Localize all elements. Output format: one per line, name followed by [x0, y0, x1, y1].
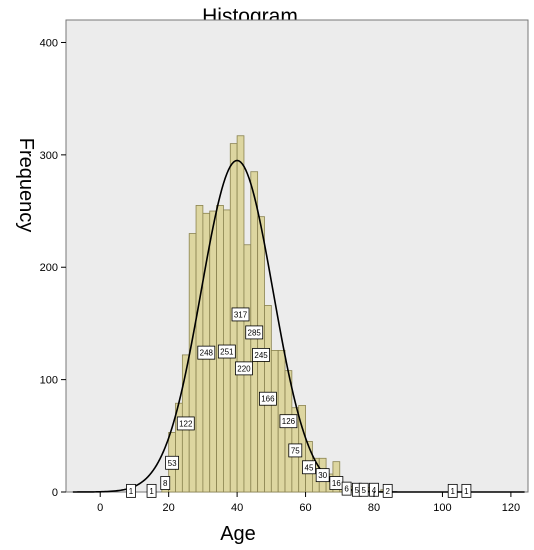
data-label-text: 1 [129, 487, 134, 496]
data-label-box [176, 416, 195, 431]
data-label-21: 2 [382, 483, 393, 498]
x-tick-label: 100 [433, 502, 451, 514]
y-tick-label: 300 [40, 150, 58, 162]
data-label-5: 248 [197, 345, 216, 360]
data-label-text: 45 [305, 463, 314, 472]
data-label-text: 75 [291, 446, 300, 455]
data-label-text: 248 [200, 349, 214, 358]
data-label-box [217, 344, 236, 359]
data-label-text: 30 [318, 471, 327, 480]
data-label-15: 30 [315, 468, 330, 483]
y-tick-label: 200 [40, 262, 58, 274]
data-label-box [252, 347, 270, 362]
data-label-box [279, 414, 298, 429]
data-label-box [341, 481, 352, 496]
histogram-bar-6 [188, 233, 197, 493]
data-label-text: 16 [332, 479, 341, 488]
data-label-text: 251 [220, 348, 234, 357]
data-label-box [231, 307, 250, 322]
data-label-text: 317 [234, 310, 248, 319]
data-label-box [235, 361, 253, 376]
data-label-text: 245 [254, 351, 268, 360]
data-label-text: 5 [362, 486, 367, 495]
data-label-box [146, 483, 157, 498]
data-label-box [447, 483, 458, 498]
y-tick-label: 100 [40, 375, 58, 387]
data-label-7: 317 [231, 307, 250, 322]
histogram-bar-4 [175, 402, 183, 493]
data-label-text: 1 [464, 487, 469, 496]
x-tick-label: 40 [231, 502, 243, 514]
data-label-box [358, 482, 369, 497]
data-label-19: 5 [358, 482, 369, 497]
histogram-bar-20 [284, 370, 293, 493]
data-label-2: 8 [160, 476, 171, 490]
data-label-9: 285 [245, 325, 264, 340]
data-label-text: 126 [282, 417, 296, 426]
data-label-10: 245 [252, 347, 270, 362]
x-axis-label: Age [220, 523, 256, 545]
data-label-text: 285 [248, 328, 262, 337]
data-label-text: 1 [149, 487, 154, 496]
data-label-4: 122 [176, 416, 195, 431]
x-tick-label: 60 [299, 502, 311, 514]
data-label-box [165, 455, 179, 470]
data-label-16: 16 [329, 476, 344, 490]
data-label-8: 220 [235, 361, 253, 376]
x-tick-label: 0 [97, 502, 103, 514]
data-label-22: 1 [447, 483, 458, 498]
data-label-11: 166 [259, 391, 277, 406]
histogram-bar-18 [270, 349, 279, 493]
data-label-0: 1 [126, 483, 136, 498]
data-label-box [315, 468, 330, 483]
x-tick-label: 120 [502, 502, 520, 514]
data-label-box [259, 391, 277, 406]
data-label-box [302, 460, 316, 475]
data-label-text: 5 [355, 486, 360, 495]
data-label-box [160, 476, 171, 490]
data-label-text: 8 [163, 479, 168, 488]
axes-layer: 0 100 200 300 400 0 20 40 60 80 100 120 [40, 37, 520, 514]
data-label-1: 1 [146, 483, 157, 498]
data-label-14: 45 [302, 460, 316, 475]
data-label-3: 53 [165, 455, 179, 470]
data-label-box [461, 483, 472, 498]
y-tick-label: 400 [40, 37, 58, 49]
data-label-box [197, 345, 216, 360]
data-label-13: 75 [288, 443, 303, 458]
data-label-box [245, 325, 264, 340]
data-label-23: 1 [461, 483, 472, 498]
x-tick-label: 20 [163, 502, 175, 514]
data-label-text: 166 [261, 395, 275, 404]
data-label-text: 2 [385, 487, 390, 496]
data-label-text: 53 [168, 459, 177, 468]
data-label-box [382, 483, 393, 498]
x-tick-label: 80 [368, 502, 380, 514]
data-label-17: 6 [341, 481, 352, 496]
y-tick-label: 0 [52, 487, 58, 499]
data-label-text: 4 [372, 486, 377, 495]
data-label-12: 126 [279, 414, 298, 429]
data-label-text: 220 [237, 364, 251, 373]
data-label-text: 122 [179, 419, 193, 428]
data-label-box [126, 483, 136, 498]
data-label-text: 6 [344, 485, 349, 494]
data-label-text: 1 [450, 487, 455, 496]
data-label-6: 251 [217, 344, 236, 359]
data-label-box [288, 443, 303, 458]
y-axis-label: Frequency [15, 138, 37, 233]
